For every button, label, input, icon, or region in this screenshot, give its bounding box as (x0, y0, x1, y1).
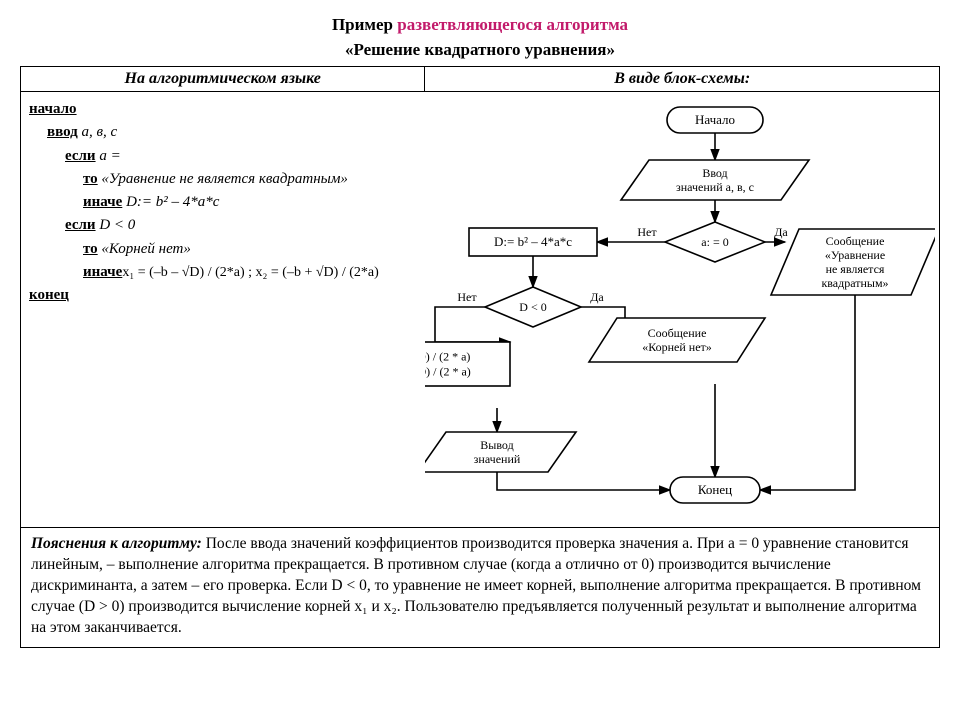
svg-text:значений: значений (474, 452, 521, 466)
title-prefix: Пример (332, 15, 397, 34)
else1-text: D:= b² – 4*a*c (122, 194, 219, 210)
svg-text:Нет: Нет (637, 225, 657, 239)
svg-text:Начало: Начало (695, 112, 735, 127)
svg-text:«Корней нет»: «Корней нет» (642, 340, 712, 354)
flowchart-cell: Начало Вводзначений а, в, с а: = 0 Нет Да Соо… (425, 92, 939, 527)
svg-text:квадратным»: квадратным» (821, 276, 888, 290)
svg-text:Конец: Конец (698, 482, 732, 497)
kw-else2: иначе (83, 264, 122, 280)
svg-text:x₁ = (–b – √D) / (2 * a): x₁ = (–b – √D) / (2 * a) (425, 350, 470, 364)
explanation-cell: Пояснения к алгоритму: После ввода значе… (21, 528, 940, 648)
page-subtitle: «Решение квадратного уравнения» (20, 40, 940, 60)
explanation-lead: Пояснения к алгоритму: (31, 535, 202, 552)
page-root: Пример разветвляющегося алгоритма «Решен… (0, 0, 960, 720)
svg-text:Да: Да (590, 290, 604, 304)
kw-begin: начало (29, 101, 77, 117)
kw-input: ввод (47, 124, 78, 140)
kw-then1: то (83, 171, 98, 187)
svg-text:x₂ = (–b + √D) / (2 * a): x₂ = (–b + √D) / (2 * a) (425, 365, 471, 379)
pseudocode-block: начало ввод а, в, с если а = то «Уравнен… (21, 92, 425, 527)
else2-formula: x₁ = (–b – √D) / (2*a) ; x₂ = (–b + √D) … (122, 262, 378, 284)
svg-text:Сообщение: Сообщение (825, 234, 884, 248)
title-accent: разветвляющегося алгоритма (397, 15, 628, 34)
svg-text:а: = 0: а: = 0 (701, 235, 728, 249)
svg-text:D:= b² – 4*a*c: D:= b² – 4*a*c (494, 234, 572, 249)
svg-text:Нет: Нет (457, 290, 477, 304)
page-title: Пример разветвляющегося алгоритма (20, 14, 940, 36)
if2-cond: D < 0 (96, 217, 136, 233)
svg-text:«Уравнение: «Уравнение (825, 248, 885, 262)
svg-text:Сообщение: Сообщение (647, 326, 706, 340)
svg-text:D < 0: D < 0 (519, 300, 546, 314)
kw-else1: иначе (83, 194, 122, 210)
svg-text:Да: Да (774, 225, 788, 239)
kw-if1: если (65, 148, 96, 164)
kw-then2: то (83, 241, 98, 257)
then1-text: «Уравнение не является квадратным» (98, 171, 348, 187)
svg-text:Ввод: Ввод (702, 166, 727, 180)
svg-text:значений а, в, с: значений а, в, с (676, 180, 754, 194)
column-header-right: В виде блок-схемы: (425, 67, 940, 92)
kw-end: конец (29, 287, 69, 303)
flowchart-svg: Начало Вводзначений а, в, с а: = 0 Нет Да Соо… (425, 92, 935, 522)
svg-text:не является: не является (825, 262, 884, 276)
kw-if2: если (65, 217, 96, 233)
input-vars: а, в, с (78, 124, 117, 140)
if1-cond: а = (96, 148, 121, 164)
svg-text:Вывод: Вывод (480, 438, 513, 452)
main-table: На алгоритмическом языке В виде блок-схе… (20, 66, 940, 648)
then2-text: «Корней нет» (98, 241, 191, 257)
column-header-left: На алгоритмическом языке (21, 67, 425, 92)
